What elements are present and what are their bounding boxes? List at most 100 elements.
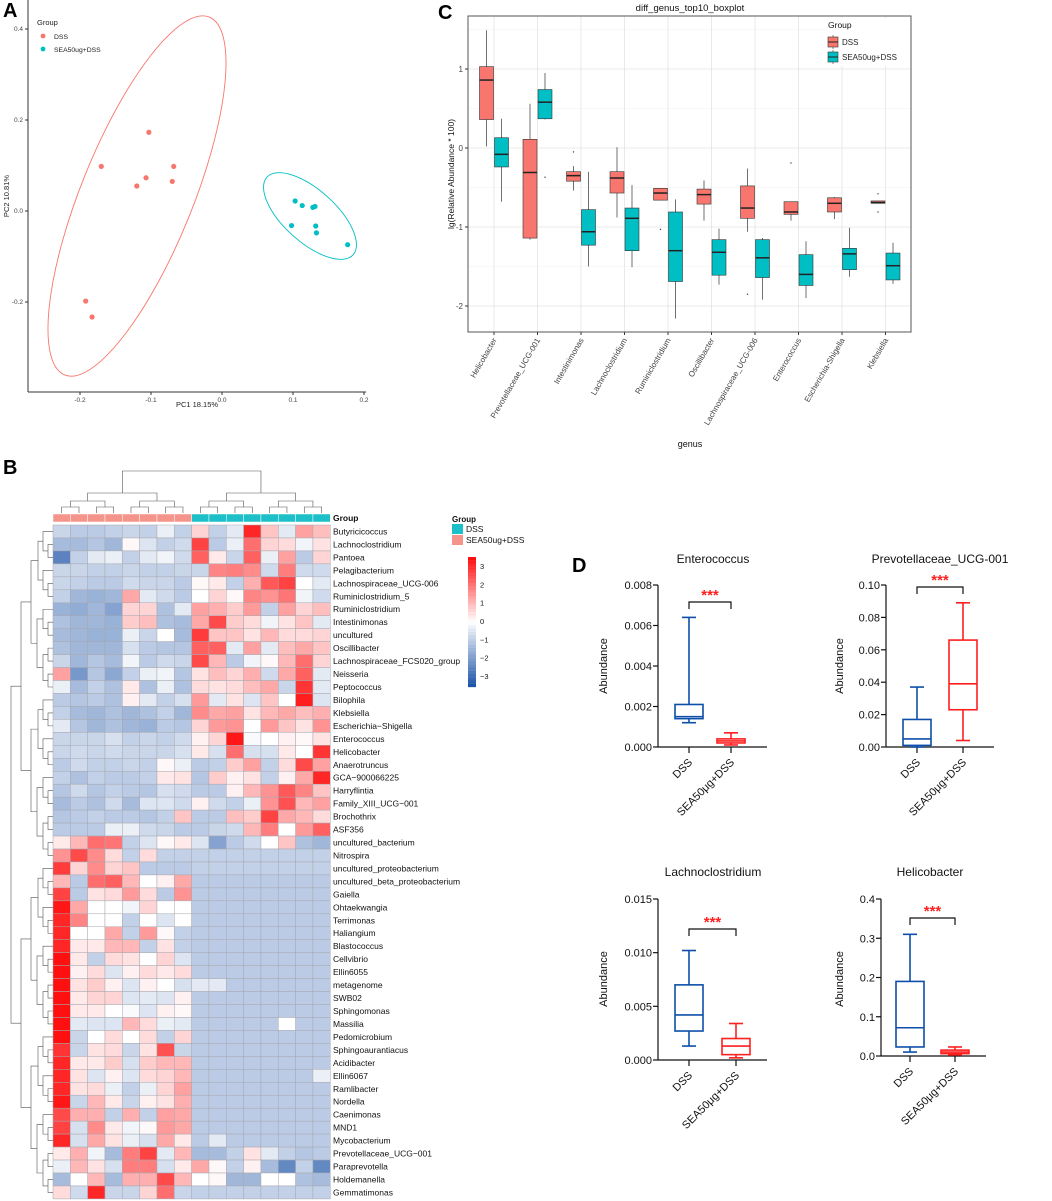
panel-label-c: C (438, 2, 452, 24)
heatmap-cell (312, 550, 331, 565)
heatmap-cell (191, 770, 210, 785)
heatmap-cell (191, 628, 210, 642)
legend-title: Group (37, 18, 58, 27)
data-point (134, 183, 140, 189)
data-point (143, 175, 149, 181)
heatmap-cell (312, 1069, 331, 1083)
heatmap-cell (191, 1017, 210, 1031)
heatmap-cell (208, 1082, 227, 1096)
heatmap-cell (156, 1030, 175, 1044)
heatmap-cell (139, 667, 158, 681)
heatmap-cell (156, 770, 175, 785)
row-label: Sphingomonas (333, 1006, 390, 1016)
heatmap-cell (174, 952, 192, 966)
heatmap-cell (139, 1082, 158, 1096)
heatmap-cell (226, 1069, 244, 1083)
heatmap-cell (52, 926, 71, 940)
heatmap-cell (70, 615, 88, 629)
heatmap-cell (295, 615, 314, 629)
heatmap-cell (122, 900, 140, 915)
colorbar-segment (468, 599, 476, 603)
heatmap-cell (104, 524, 123, 539)
heatmap-cell (156, 576, 175, 591)
row-dendrogram-branch (47, 919, 53, 934)
heatmap-cell (139, 939, 158, 953)
heatmap-cell (139, 900, 158, 915)
heatmap-cell (295, 991, 314, 1005)
colorbar-segment (468, 670, 476, 675)
heatmap-cell (226, 874, 244, 889)
heatmap-cell (278, 1146, 296, 1161)
outlier-point (877, 211, 879, 213)
box (740, 185, 755, 219)
heatmap-cell (260, 939, 279, 953)
row-dendrogram-branch (47, 1127, 53, 1141)
heatmap-cell (312, 602, 331, 616)
heatmap-cell (260, 732, 279, 746)
row-label: Oscillibacter (333, 643, 379, 653)
heatmap-cell (52, 680, 71, 694)
heatmap-cell (278, 641, 296, 655)
row-label: Cellvibrio (333, 954, 368, 964)
colorbar-segment (468, 677, 476, 681)
heatmap-cell (295, 978, 314, 992)
heatmap-cell (278, 1082, 296, 1096)
row-label: SWB02 (333, 993, 362, 1003)
colorbar-segment (468, 674, 476, 678)
row-label: Neisseria (333, 669, 369, 679)
heatmap-cell (191, 719, 210, 733)
box (842, 248, 857, 270)
plot-title-helicobacter: Helicobacter (897, 865, 964, 879)
heatmap-cell (139, 654, 158, 668)
colorbar-segment (468, 602, 476, 606)
heatmap-cell (312, 991, 331, 1005)
heatmap-cell (243, 1120, 262, 1135)
y-tick-label: -0.2 (12, 299, 24, 306)
heatmap-cell (295, 809, 314, 824)
heatmap-cell (70, 1004, 88, 1018)
heatmap-cell (243, 1069, 262, 1083)
row-label: Acidibacter (333, 1058, 375, 1068)
x-axis-label: PC1 18.15% (176, 400, 218, 409)
heatmap-cell (52, 706, 71, 720)
x-tick-label: Oscillibacter (687, 336, 717, 379)
row-label: Helicobacter (333, 747, 380, 757)
heatmap-cell (52, 965, 71, 979)
heatmap-cell (278, 783, 296, 798)
colorbar-segment (468, 563, 476, 567)
heatmap-cell (174, 874, 192, 889)
heatmap-cell (87, 1094, 106, 1109)
heatmap-cell (243, 1146, 262, 1161)
heatmap-cell (70, 848, 88, 863)
row-label: Ellin6067 (333, 1071, 368, 1081)
heatmap-cell (52, 887, 71, 902)
group-annotation-cell (191, 513, 210, 523)
heatmap-cell (122, 1120, 140, 1135)
heatmap-cell (87, 1107, 106, 1122)
heatmap-cell (278, 537, 296, 552)
heatmap-cell (208, 965, 227, 979)
heatmap-cell (122, 576, 140, 591)
heatmap-cell (260, 991, 279, 1005)
heatmap-cell (226, 848, 244, 863)
heatmap-cell (243, 848, 262, 863)
heatmap-cell (226, 1056, 244, 1070)
heatmap-cell (243, 822, 262, 837)
heatmap-cell (174, 1185, 192, 1200)
heatmap-cell (191, 1030, 210, 1044)
heatmap-cell (243, 550, 262, 565)
row-dendrogram-branch (47, 1049, 53, 1064)
heatmap-cell (122, 706, 140, 720)
heatmap-cell (156, 745, 175, 759)
heatmap-cell (208, 537, 227, 552)
heatmap-cell (52, 1004, 71, 1018)
heatmap-cell (122, 524, 140, 539)
heatmap-cell (278, 1172, 296, 1187)
heatmap-cell (260, 783, 279, 798)
heatmap-cell (278, 848, 296, 863)
heatmap-cell (312, 965, 331, 979)
column-dendrogram-branch (200, 506, 218, 513)
row-dendrogram-branch (47, 1010, 53, 1025)
heatmap-cell (122, 680, 140, 694)
heatmap-cell (104, 732, 123, 746)
